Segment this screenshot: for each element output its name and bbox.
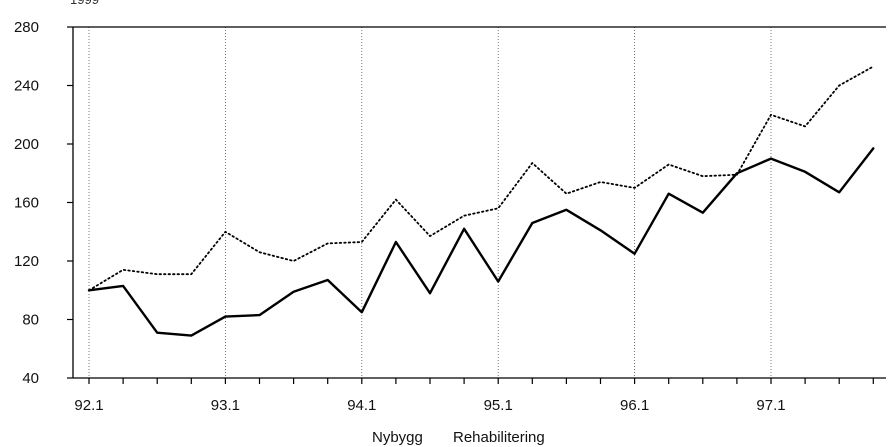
y-tick-label-280: 280 [14, 19, 39, 36]
series-line-rehabilitering [88, 65, 875, 292]
x-tick-label-95.1: 95.1 [484, 397, 513, 414]
legend: Nybygg Rehabilitering [372, 429, 545, 446]
legend-rehabilitering: Rehabilitering [453, 429, 545, 446]
top-fragment-label: 1999 [70, 0, 99, 7]
y-tick-label-160: 160 [14, 195, 39, 212]
x-tick-label-94.1: 94.1 [347, 397, 376, 414]
y-tick-label-80: 80 [22, 312, 39, 329]
series-lines [87, 65, 875, 337]
y-tick-label-200: 200 [14, 136, 39, 153]
grid-lines [88, 27, 772, 378]
series-line-nybygg [87, 147, 875, 337]
axes [67, 26, 886, 384]
x-tick-label-93.1: 93.1 [211, 397, 240, 414]
y-tick-label-120: 120 [14, 253, 39, 270]
x-axis-tick-labels: 92.1 93.1 94.1 95.1 96.1 97.1 [74, 397, 785, 414]
y-tick-label-40: 40 [22, 370, 39, 387]
x-tick-label-97.1: 97.1 [756, 397, 785, 414]
y-tick-label-240: 240 [14, 78, 39, 95]
x-tick-label-96.1: 96.1 [620, 397, 649, 414]
x-tick-label-92.1: 92.1 [74, 397, 103, 414]
y-axis-tick-labels: 40 80 120 160 200 240 280 [14, 19, 39, 387]
legend-nybygg: Nybygg [372, 429, 423, 446]
